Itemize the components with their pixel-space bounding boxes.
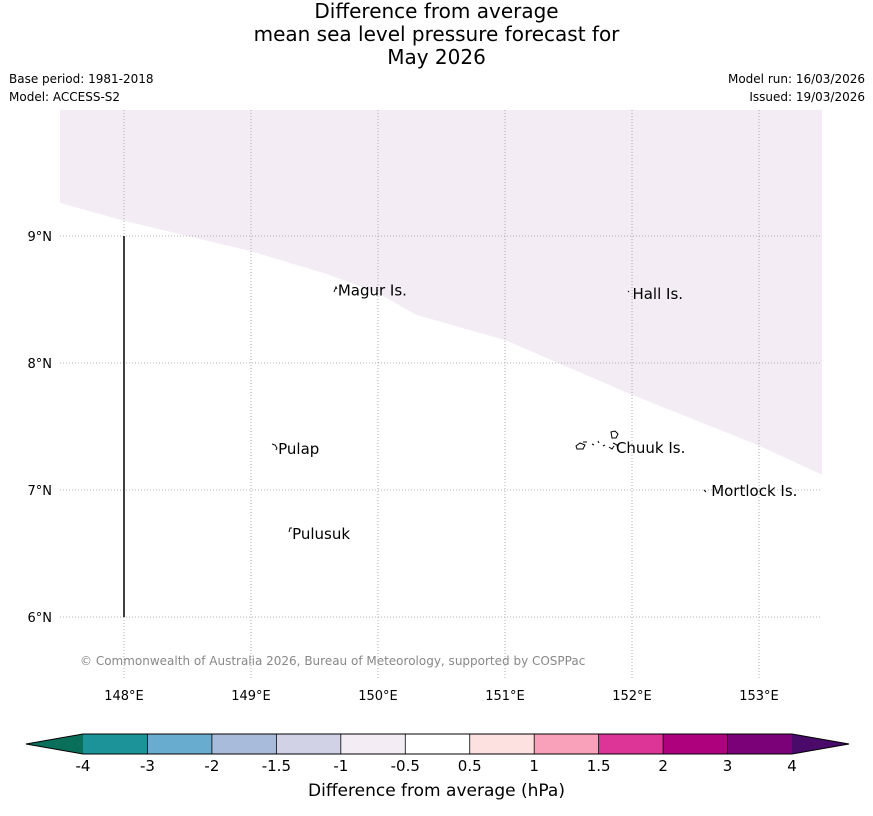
anomaly-region	[60, 110, 822, 475]
lon-tick-label: 149°E	[231, 689, 271, 704]
lon-tick-label: 151°E	[485, 689, 525, 704]
colorbar-tick-label: -0.5	[391, 757, 420, 775]
colorbar-segment	[469, 734, 535, 754]
lat-tick-label: 9°N	[28, 230, 53, 245]
issued-date: Issued: 19/03/2026	[749, 90, 865, 104]
colorbar-tick-label: -4	[76, 757, 91, 775]
colorbar-segment	[211, 734, 277, 754]
lon-tick-label: 148°E	[104, 689, 144, 704]
lon-tick-label: 150°E	[358, 689, 398, 704]
colorbar-segment	[83, 734, 148, 754]
island-chuuk-lagoon	[575, 430, 619, 451]
colorbar-tick-label: 4	[787, 757, 797, 775]
colorbar-segment	[340, 734, 406, 754]
island-mortlock	[703, 489, 707, 493]
figure-title: Difference from average mean sea level p…	[0, 0, 873, 69]
model-name: Model: ACCESS-S2	[9, 90, 121, 104]
colorbar-tick-label: -1.5	[262, 757, 291, 775]
base-period: Base period: 1981-2018	[9, 72, 154, 86]
place-label: Pulusuk	[292, 525, 350, 543]
island-hall	[627, 290, 630, 293]
colorbar-tick-label: 0.5	[458, 757, 482, 775]
colorbar-segment	[405, 734, 470, 754]
metadata-left: Base period: 1981-2018 Model: ACCESS-S2	[9, 70, 154, 106]
place-labels: Magur Is. Hall Is. Pulap Chuuk Is. Mortlock …	[278, 281, 797, 543]
latitude-labels: 6°N 7°N 8°N 9°N	[28, 230, 53, 626]
colorbar-segment	[663, 734, 728, 754]
lon-tick-label: 152°E	[612, 689, 652, 704]
colorbar: -4 -3 -2 -1.5 -1 -0.5 0.5 1 1.5 2 3 4	[25, 733, 850, 775]
colorbar-segment	[598, 734, 664, 754]
place-label: Pulap	[278, 440, 319, 458]
island-pulap	[271, 443, 278, 451]
colorbar-segment	[147, 734, 212, 754]
title-line-2: mean sea level pressure forecast for	[253, 22, 620, 46]
longitude-labels: 148°E 149°E 150°E 151°E 152°E 153°E	[104, 689, 779, 704]
title-line-3: May 2026	[387, 45, 486, 69]
colorbar-tick-label: -1	[333, 757, 348, 775]
place-label: Hall Is.	[632, 285, 683, 303]
map-area: Magur Is. Hall Is. Pulap Chuuk Is. Mortlock …	[60, 110, 822, 680]
place-label: Chuuk Is.	[616, 439, 685, 457]
colorbar-tick-label: 2	[658, 757, 668, 775]
island-magur	[333, 285, 338, 293]
lat-tick-label: 8°N	[28, 357, 53, 372]
colorbar-tick-label: -2	[204, 757, 219, 775]
colorbar-label: Difference from average (hPa)	[308, 781, 565, 801]
model-run-date: Model run: 16/03/2026	[727, 72, 865, 86]
title-line-1: Difference from average	[314, 0, 559, 23]
colorbar-tick-label: 1.5	[587, 757, 611, 775]
colorbar-outline	[25, 733, 850, 755]
metadata-right: Model run: 16/03/2026 Issued: 19/03/2026	[728, 70, 865, 106]
copyright-notice: © Commonwealth of Australia 2026, Bureau…	[80, 654, 585, 668]
colorbar-under-arrow	[26, 734, 83, 754]
island-pulusuk	[288, 527, 292, 533]
lon-tick-label: 153°E	[739, 689, 779, 704]
place-label: Mortlock Is.	[711, 482, 797, 500]
colorbar-segment	[727, 734, 792, 754]
colorbar-tick-label: 3	[723, 757, 733, 775]
island-outlines	[271, 285, 707, 533]
place-label: Magur Is.	[338, 281, 407, 299]
colorbar-segment	[276, 734, 341, 754]
colorbar-over-arrow	[792, 734, 849, 754]
colorbar-segment	[534, 734, 599, 754]
lat-tick-label: 7°N	[28, 484, 53, 499]
colorbar-tick-label: -3	[140, 757, 155, 775]
colorbar-tick-label: 1	[529, 757, 539, 775]
lat-tick-label: 6°N	[28, 611, 53, 626]
